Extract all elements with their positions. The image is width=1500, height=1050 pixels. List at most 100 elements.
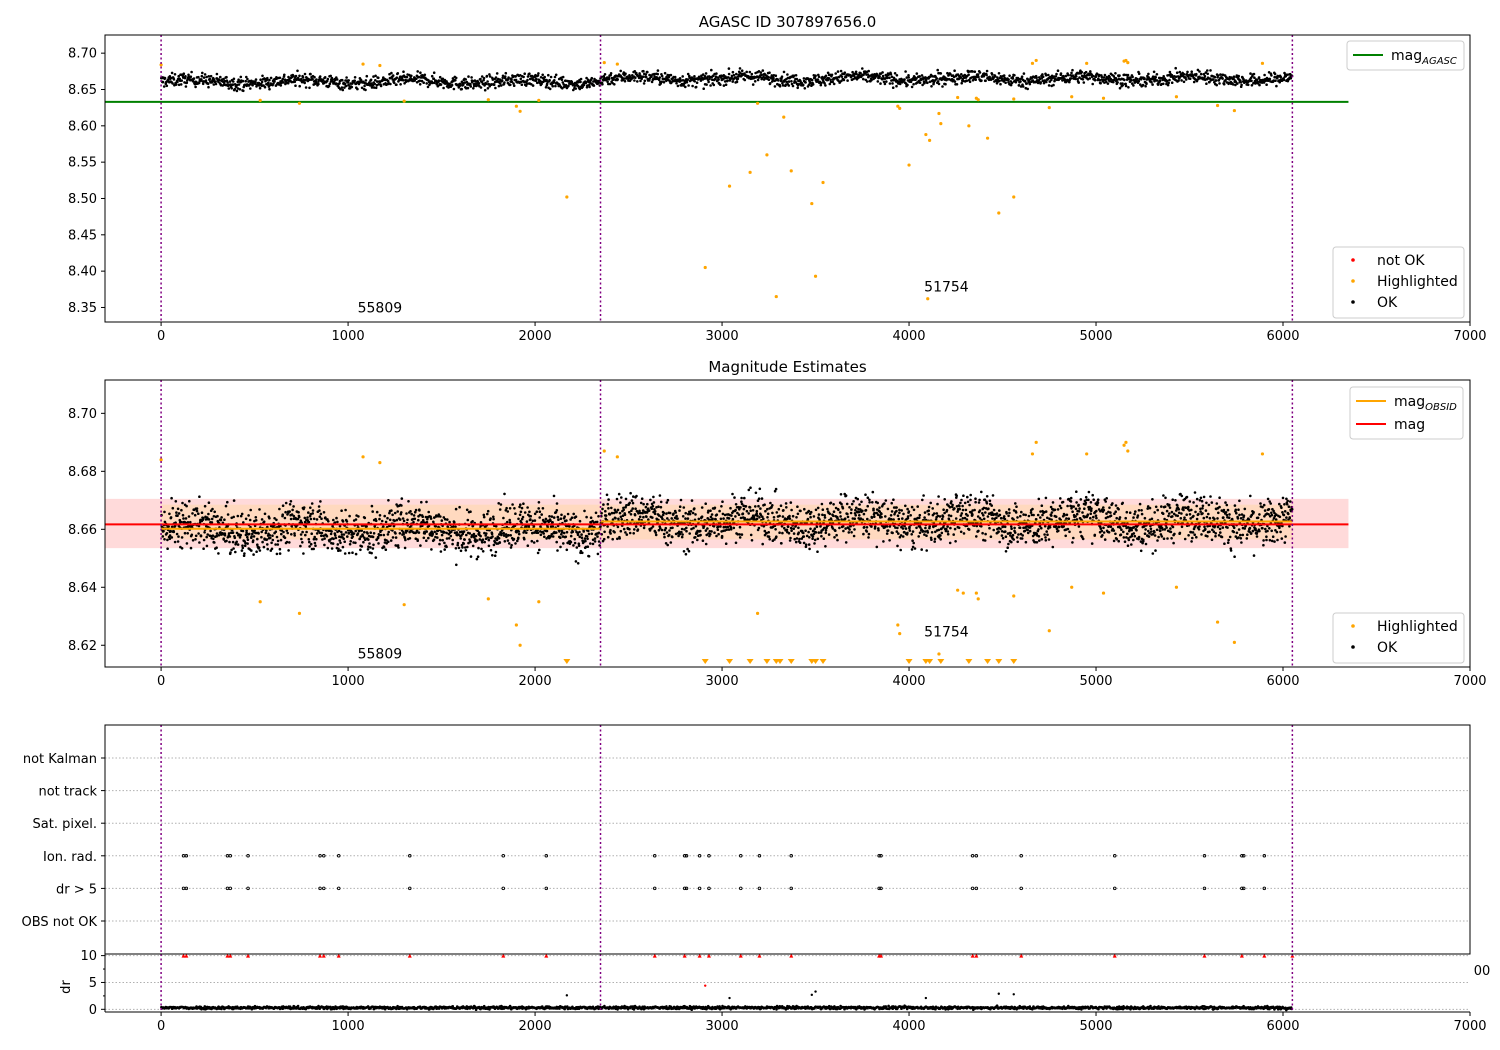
ok-point	[319, 512, 323, 516]
ok-point	[911, 530, 915, 533]
ok-point	[643, 79, 647, 83]
ok-point	[219, 518, 223, 522]
ok-point	[182, 517, 185, 520]
ok-point	[542, 80, 545, 84]
ok-point	[304, 525, 308, 528]
ok-point	[974, 497, 977, 501]
ok-point	[297, 515, 301, 519]
ok-point	[918, 516, 921, 520]
ok-point	[673, 75, 677, 79]
ok-point	[947, 514, 951, 517]
ok-point	[580, 533, 583, 536]
ok-point	[796, 512, 800, 516]
ok-point	[919, 526, 922, 529]
ok-point	[213, 510, 216, 514]
ok-point	[704, 542, 708, 546]
ok-point	[802, 541, 806, 545]
ok-point	[525, 520, 529, 523]
ok-point	[342, 533, 346, 536]
ok-point	[908, 525, 911, 529]
ok-point	[337, 547, 340, 551]
ok-point	[724, 83, 728, 86]
ok-point	[544, 517, 548, 521]
ok-point	[206, 533, 209, 536]
ok-point	[1167, 81, 1170, 85]
ok-point	[303, 520, 307, 524]
highlighted-point	[518, 109, 522, 113]
ok-point	[549, 75, 553, 79]
ok-point	[913, 547, 917, 550]
ok-point	[486, 80, 489, 83]
highlighted-point	[258, 98, 262, 102]
ok-point	[553, 75, 557, 79]
ok-point	[309, 506, 312, 510]
ok-point	[510, 543, 513, 547]
ok-point	[756, 514, 759, 518]
ok-point	[370, 86, 374, 89]
ok-point	[640, 497, 644, 501]
ok-point	[1286, 79, 1290, 83]
ok-point	[822, 537, 826, 540]
ok-point	[1092, 74, 1095, 78]
ok-point	[396, 72, 400, 75]
ok-point	[856, 497, 859, 501]
ok-point	[186, 521, 190, 524]
ok-point	[413, 510, 417, 514]
ok-point	[1002, 74, 1006, 77]
ok-point	[916, 505, 919, 508]
ok-point	[395, 76, 399, 79]
ok-point	[861, 67, 864, 70]
ok-point	[417, 518, 420, 522]
highlighted-point	[615, 62, 619, 66]
ok-point	[964, 508, 968, 512]
ok-point	[260, 80, 264, 84]
ok-point	[247, 514, 250, 517]
ok-point	[826, 507, 829, 511]
ok-point	[960, 498, 963, 502]
ok-point	[255, 550, 258, 553]
ok-point	[815, 525, 819, 529]
ok-point	[607, 498, 610, 501]
ok-point	[176, 80, 179, 83]
ok-point	[347, 551, 351, 555]
ok-point	[484, 534, 488, 537]
ok-point	[462, 542, 466, 545]
ok-point	[628, 510, 631, 514]
ok-point	[586, 78, 590, 82]
ok-point	[257, 546, 261, 549]
ok-point	[387, 530, 391, 534]
ok-point	[344, 531, 348, 534]
ok-point	[1145, 82, 1148, 85]
ok-point	[1069, 77, 1073, 80]
ok-point	[505, 535, 508, 539]
ok-point	[998, 79, 1001, 83]
ok-point	[207, 518, 211, 521]
ok-point	[420, 500, 423, 504]
ok-point	[739, 506, 742, 509]
ok-point	[704, 529, 708, 532]
ok-point	[725, 528, 728, 531]
ok-point	[684, 85, 687, 89]
ok-point	[510, 80, 514, 83]
ok-point	[878, 75, 881, 78]
ok-point	[1192, 80, 1196, 84]
ok-point	[890, 510, 894, 513]
ok-point	[378, 517, 381, 521]
ok-point	[574, 560, 578, 563]
ok-point	[709, 515, 713, 519]
ok-point	[820, 534, 823, 538]
ok-point	[526, 75, 530, 78]
ok-point	[632, 495, 635, 498]
ok-point	[844, 494, 848, 497]
ok-point	[896, 514, 900, 517]
ok-point	[408, 530, 412, 534]
ok-point	[853, 528, 856, 531]
ok-point	[621, 514, 625, 517]
ok-point	[520, 83, 524, 86]
ok-point	[1055, 72, 1058, 76]
ok-point	[535, 510, 539, 513]
ok-point	[182, 72, 186, 75]
ok-point	[276, 539, 280, 543]
ok-point	[582, 530, 585, 533]
ok-point	[260, 518, 264, 521]
